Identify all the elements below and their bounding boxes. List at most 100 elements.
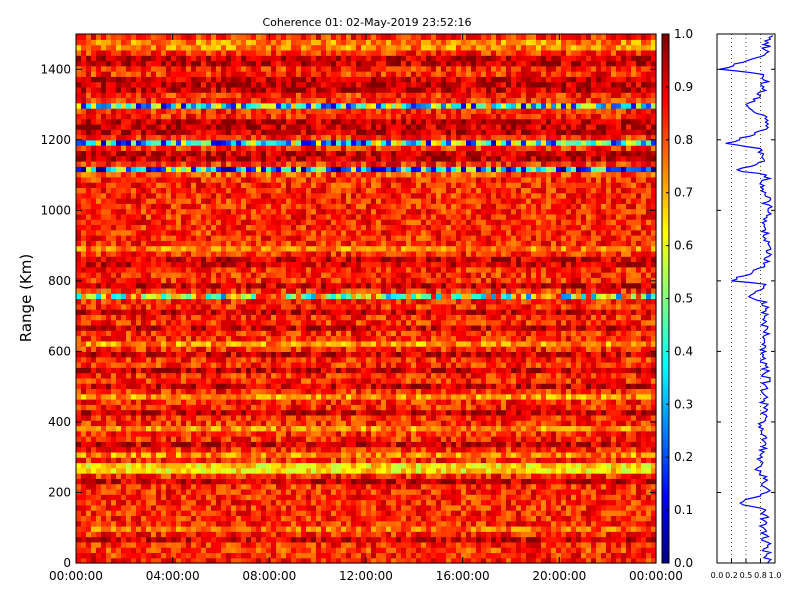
heatmap-cell [351, 520, 357, 527]
heatmap-cell [191, 494, 197, 501]
heatmap-cell [296, 488, 302, 495]
heatmap-cell [536, 372, 542, 379]
heatmap-cell [161, 340, 167, 347]
heatmap-cell [346, 367, 352, 374]
heatmap-cell [141, 425, 147, 432]
heatmap-cell [551, 451, 557, 458]
heatmap-cell [616, 441, 622, 448]
heatmap-cell [396, 525, 402, 532]
heatmap-cell [336, 499, 342, 506]
heatmap-cell [356, 494, 362, 501]
heatmap-cell [156, 388, 162, 395]
heatmap-cell [96, 451, 102, 458]
heatmap-cell [421, 473, 427, 479]
heatmap-cell [526, 436, 532, 442]
heatmap-cell [76, 361, 82, 368]
heatmap-cell [526, 541, 532, 548]
heatmap-cell [431, 367, 437, 374]
heatmap-cell [496, 436, 502, 442]
heatmap-cell [551, 383, 557, 390]
heatmap-cell [361, 346, 367, 352]
heatmap-cell [521, 430, 527, 437]
heatmap-cell [226, 436, 232, 442]
heatmap-cell [311, 436, 317, 442]
heatmap-cell [171, 473, 177, 479]
heatmap-cell [521, 351, 527, 358]
heatmap-cell [581, 451, 587, 458]
heatmap-cell [136, 414, 142, 421]
heatmap-cell [486, 340, 492, 347]
heatmap-cell [291, 335, 297, 342]
heatmap-cell [336, 399, 342, 405]
heatmap-cell [351, 436, 357, 442]
heatmap-cell [321, 536, 327, 543]
heatmap-cell [506, 547, 512, 554]
heatmap-cell [301, 372, 307, 379]
heatmap-cell [236, 346, 242, 352]
heatmap-cell [156, 377, 162, 384]
heatmap-cell [596, 488, 602, 495]
heatmap-cell [186, 340, 192, 347]
heatmap-cell [556, 340, 562, 347]
heatmap-cell [401, 451, 407, 458]
heatmap-cell [86, 488, 92, 495]
heatmap-cell [141, 557, 147, 564]
heatmap-cell [441, 409, 447, 416]
heatmap-cell [136, 552, 142, 559]
heatmap-cell [76, 414, 82, 421]
heatmap-cell [491, 515, 497, 522]
heatmap-cell [396, 510, 402, 516]
heatmap-cell [546, 525, 552, 532]
heatmap-cell [216, 467, 222, 474]
heatmap-cell [461, 467, 467, 474]
heatmap-cell [531, 441, 537, 448]
heatmap-cell [586, 404, 592, 411]
heatmap-cell [231, 451, 237, 458]
heatmap-cell [541, 536, 547, 543]
heatmap-cell [236, 414, 242, 421]
heatmap-cell [351, 356, 357, 363]
heatmap-cell [246, 393, 252, 400]
heatmap-cell [451, 446, 457, 453]
heatmap-cell [206, 525, 212, 532]
heatmap-cell [491, 473, 497, 479]
heatmap-cell [351, 404, 357, 411]
heatmap-cell [206, 346, 212, 352]
heatmap-cell [161, 510, 167, 516]
heatmap-cell [486, 367, 492, 374]
heatmap-cell [611, 467, 617, 474]
heatmap-cell [276, 451, 282, 458]
heatmap-cell [571, 457, 577, 464]
heatmap-cell [336, 351, 342, 358]
heatmap-cell [296, 525, 302, 532]
heatmap-cell [581, 467, 587, 474]
heatmap-cell [441, 488, 447, 495]
heatmap-cell [411, 430, 417, 437]
heatmap-cell [341, 377, 347, 384]
heatmap-cell [471, 404, 477, 411]
heatmap-cell [526, 531, 532, 538]
heatmap-cell [256, 504, 262, 511]
heatmap-cell [356, 430, 362, 437]
heatmap-cell [621, 520, 627, 527]
heatmap-cell [476, 473, 482, 479]
heatmap-cell [331, 467, 337, 474]
heatmap-cell [576, 383, 582, 390]
heatmap-cell [541, 430, 547, 437]
heatmap-cell [416, 414, 422, 421]
heatmap-cell [126, 414, 132, 421]
heatmap-cell [326, 351, 332, 358]
heatmap-cell [351, 510, 357, 516]
heatmap-cell [601, 340, 607, 347]
heatmap-cell [561, 377, 567, 384]
heatmap-cell [126, 473, 132, 479]
heatmap-cell [546, 488, 552, 495]
heatmap-cell [266, 372, 272, 379]
heatmap-cell [591, 547, 597, 554]
heatmap-cell [526, 414, 532, 421]
heatmap-cell [636, 335, 642, 342]
heatmap-cell [501, 446, 507, 453]
heatmap-cell [111, 531, 117, 538]
heatmap-cell [576, 499, 582, 506]
heatmap-cell [401, 520, 407, 527]
